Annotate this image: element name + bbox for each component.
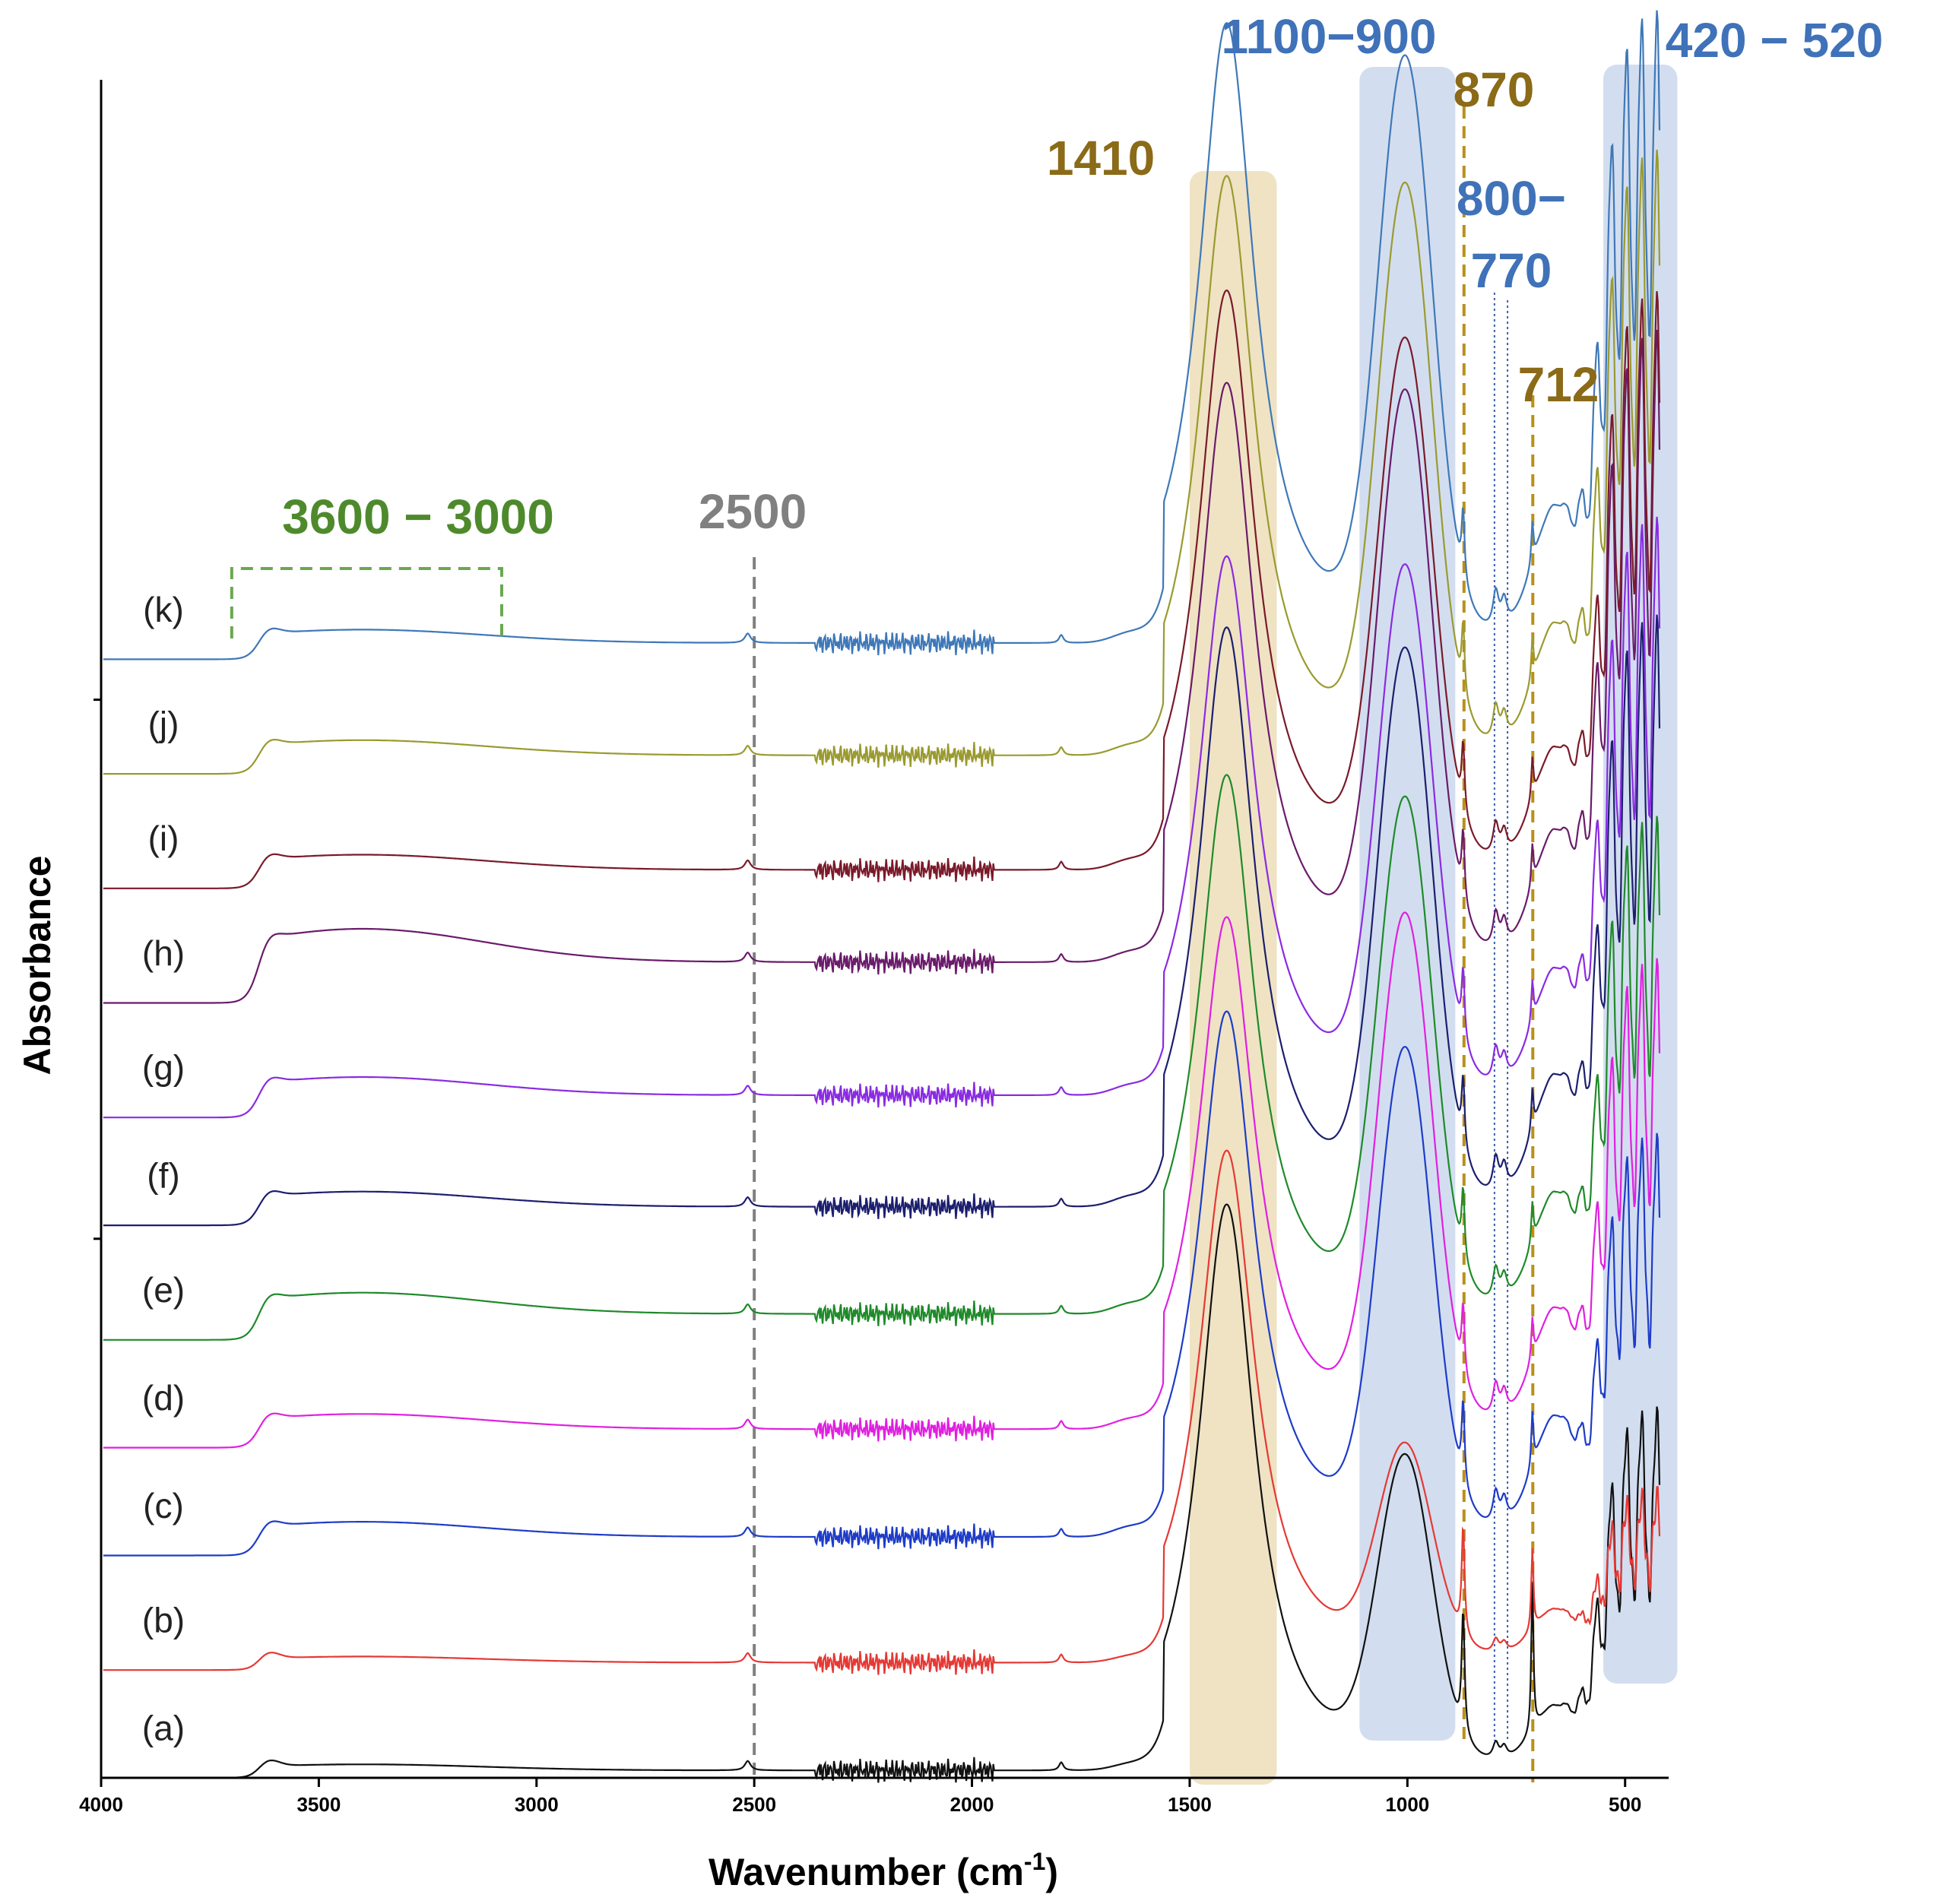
annotation-label: 420 − 520 xyxy=(1666,13,1884,68)
x-tick-label: 2000 xyxy=(950,1793,994,1816)
curve-label: (d) xyxy=(142,1378,185,1418)
highlight-bands xyxy=(1189,65,1678,1785)
spectra-series xyxy=(103,10,1661,1783)
series-line-d xyxy=(103,911,1661,1449)
curve-labels: (a) (b) (c) (d) (e) (f) (g) (h) (i) (j) (k) xyxy=(142,590,185,1748)
curve-label: (c) xyxy=(143,1486,184,1525)
y-axis-title: Absorbance xyxy=(16,856,59,1076)
highlight-band xyxy=(1359,67,1456,1741)
annotation-label: 712 xyxy=(1518,357,1599,412)
curve-label: (h) xyxy=(142,933,185,973)
x-ticks: 4000 3500 3000 2500 2000 1500 1000 500 xyxy=(79,699,1641,1816)
x-tick-label: 1000 xyxy=(1385,1793,1429,1816)
annotation-label: 800− xyxy=(1457,171,1566,226)
series-line-c xyxy=(103,1010,1661,1557)
x-tick-label: 3500 xyxy=(296,1793,341,1816)
curve-label: (a) xyxy=(142,1708,185,1747)
series-line-k xyxy=(103,10,1661,661)
x-tick-label: 500 xyxy=(1609,1793,1641,1816)
annotation-label: 3600 − 3000 xyxy=(282,489,554,544)
annotations: 1410 1100−900 870 800− 770 712 420 − 520 3600 −… xyxy=(230,9,1884,638)
annotation-label: 770 xyxy=(1471,243,1552,298)
curve-label: (j) xyxy=(148,704,179,743)
series-line-g xyxy=(103,516,1661,1119)
annotation-label: 870 xyxy=(1454,62,1535,117)
curve-label: (e) xyxy=(142,1270,185,1310)
series-line-e xyxy=(103,774,1661,1341)
x-tick-label: 3000 xyxy=(515,1793,559,1816)
annotation-label: 1100−900 xyxy=(1222,9,1437,64)
x-tick-label: 1500 xyxy=(1168,1793,1212,1816)
series-line-j xyxy=(103,150,1661,775)
curve-label: (b) xyxy=(142,1601,185,1640)
highlight-band xyxy=(1189,171,1277,1785)
curve-label: (k) xyxy=(143,590,184,629)
series-line-i xyxy=(103,289,1661,889)
bracket-3600-3000 xyxy=(230,567,503,638)
annotation-label: 2500 xyxy=(699,484,807,539)
annotation-label: 1410 xyxy=(1047,131,1155,185)
series-line-b xyxy=(103,1149,1661,1675)
x-axis-title: Wavenumber (cm-1) xyxy=(709,1848,1058,1893)
curve-label: (i) xyxy=(148,819,179,858)
curve-label: (g) xyxy=(142,1048,185,1088)
series-line-f xyxy=(103,614,1661,1227)
x-tick-label: 4000 xyxy=(79,1793,123,1816)
x-tick-label: 2500 xyxy=(732,1793,776,1816)
series-line-h xyxy=(103,329,1661,1004)
curve-label: (f) xyxy=(147,1155,179,1195)
series-line-a xyxy=(103,1203,1661,1783)
